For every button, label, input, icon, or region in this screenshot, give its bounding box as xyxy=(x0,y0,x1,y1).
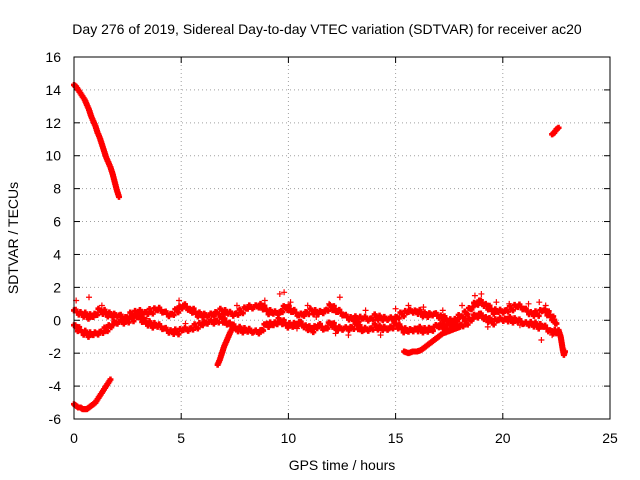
data-point xyxy=(101,306,108,313)
data-point xyxy=(336,294,343,301)
plot-frame xyxy=(73,56,611,420)
data-point xyxy=(362,307,369,314)
y-tick-label: -2 xyxy=(49,345,62,361)
y-tick-label: 12 xyxy=(45,115,61,131)
data-point xyxy=(86,294,93,301)
data-point xyxy=(239,310,246,317)
x-tick-label: 15 xyxy=(388,430,404,446)
data-point xyxy=(210,312,217,319)
data-point xyxy=(276,290,283,297)
grid xyxy=(74,57,610,419)
data-point xyxy=(377,332,384,339)
data-point xyxy=(149,310,156,317)
data-point xyxy=(484,323,491,330)
data-point xyxy=(439,307,446,314)
data-point xyxy=(332,330,339,337)
data-point xyxy=(549,332,556,339)
data-point xyxy=(287,299,294,306)
data-point xyxy=(509,307,516,314)
data-point xyxy=(551,326,558,333)
y-tick-label: 0 xyxy=(53,312,61,328)
data-marks xyxy=(71,81,568,413)
data-point xyxy=(261,297,268,304)
data-point xyxy=(313,313,320,320)
data-point xyxy=(459,302,466,309)
data-point xyxy=(310,329,317,336)
data-point xyxy=(553,330,560,337)
data-point xyxy=(98,302,105,309)
data-point xyxy=(553,320,560,327)
data-point xyxy=(255,330,262,337)
data-point xyxy=(493,299,500,306)
tick-labels: 0 5 10 15 20 25 -6 -4 -2 0 2 4 6 8 10 12 14 16 xyxy=(45,49,618,446)
y-tick-label: 4 xyxy=(53,246,61,262)
y-tick-label: 6 xyxy=(53,214,61,230)
data-point xyxy=(392,305,399,312)
data-point xyxy=(170,312,177,319)
axis-ticks xyxy=(73,56,611,420)
data-point xyxy=(416,306,423,313)
y-axis-label: SDTVAR / TECUs xyxy=(5,182,21,294)
y-tick-label: 8 xyxy=(53,181,61,197)
data-point xyxy=(535,312,542,319)
data-point xyxy=(405,302,412,309)
y-tick-label: -6 xyxy=(49,411,62,427)
data-point xyxy=(561,348,568,355)
data-point xyxy=(116,193,123,200)
y-tick-label: 2 xyxy=(53,279,61,295)
data-point xyxy=(464,321,471,328)
x-tick-label: 20 xyxy=(495,430,511,446)
data-point xyxy=(324,325,331,332)
data-point xyxy=(395,315,402,322)
data-point xyxy=(471,292,478,299)
data-point xyxy=(542,302,549,309)
data-point xyxy=(293,325,300,332)
data-point xyxy=(445,327,452,334)
data-point xyxy=(345,332,352,339)
data-point xyxy=(478,290,485,297)
x-tick-label: 10 xyxy=(281,430,297,446)
chart-title: Day 276 of 2019, Sidereal Day-to-day VTE… xyxy=(72,21,582,37)
data-point xyxy=(233,302,240,309)
data-point xyxy=(555,124,562,131)
data-point xyxy=(300,312,307,319)
data-point xyxy=(194,325,201,332)
data-point xyxy=(525,300,532,307)
y-tick-label: 16 xyxy=(45,49,61,65)
x-tick-label: 25 xyxy=(602,430,618,446)
data-point xyxy=(490,321,497,328)
x-tick-label: 5 xyxy=(177,430,185,446)
data-point xyxy=(326,300,333,307)
data-point xyxy=(130,318,137,325)
y-tick-label: -4 xyxy=(49,378,62,394)
x-tick-label: 0 xyxy=(70,430,78,446)
data-point xyxy=(420,304,427,311)
data-point xyxy=(176,297,183,304)
data-point xyxy=(260,327,267,334)
data-point xyxy=(274,321,281,328)
y-tick-label: 10 xyxy=(45,148,61,164)
data-point xyxy=(107,376,114,383)
data-point xyxy=(143,315,150,322)
data-point xyxy=(281,289,288,296)
data-point xyxy=(400,313,407,320)
data-point xyxy=(175,309,182,316)
data-point xyxy=(390,325,397,332)
data-point xyxy=(536,299,543,306)
data-point xyxy=(538,337,545,344)
data-point xyxy=(279,309,286,316)
data-point xyxy=(182,320,189,327)
x-axis-label: GPS time / hours xyxy=(289,457,396,473)
data-point xyxy=(146,318,153,325)
data-point xyxy=(460,314,467,321)
data-point xyxy=(104,328,111,335)
data-point xyxy=(304,302,311,309)
y-tick-label: 14 xyxy=(45,82,61,98)
data-point xyxy=(516,322,523,329)
data-point xyxy=(175,331,182,338)
data-point xyxy=(94,312,101,319)
data-point xyxy=(506,300,513,307)
